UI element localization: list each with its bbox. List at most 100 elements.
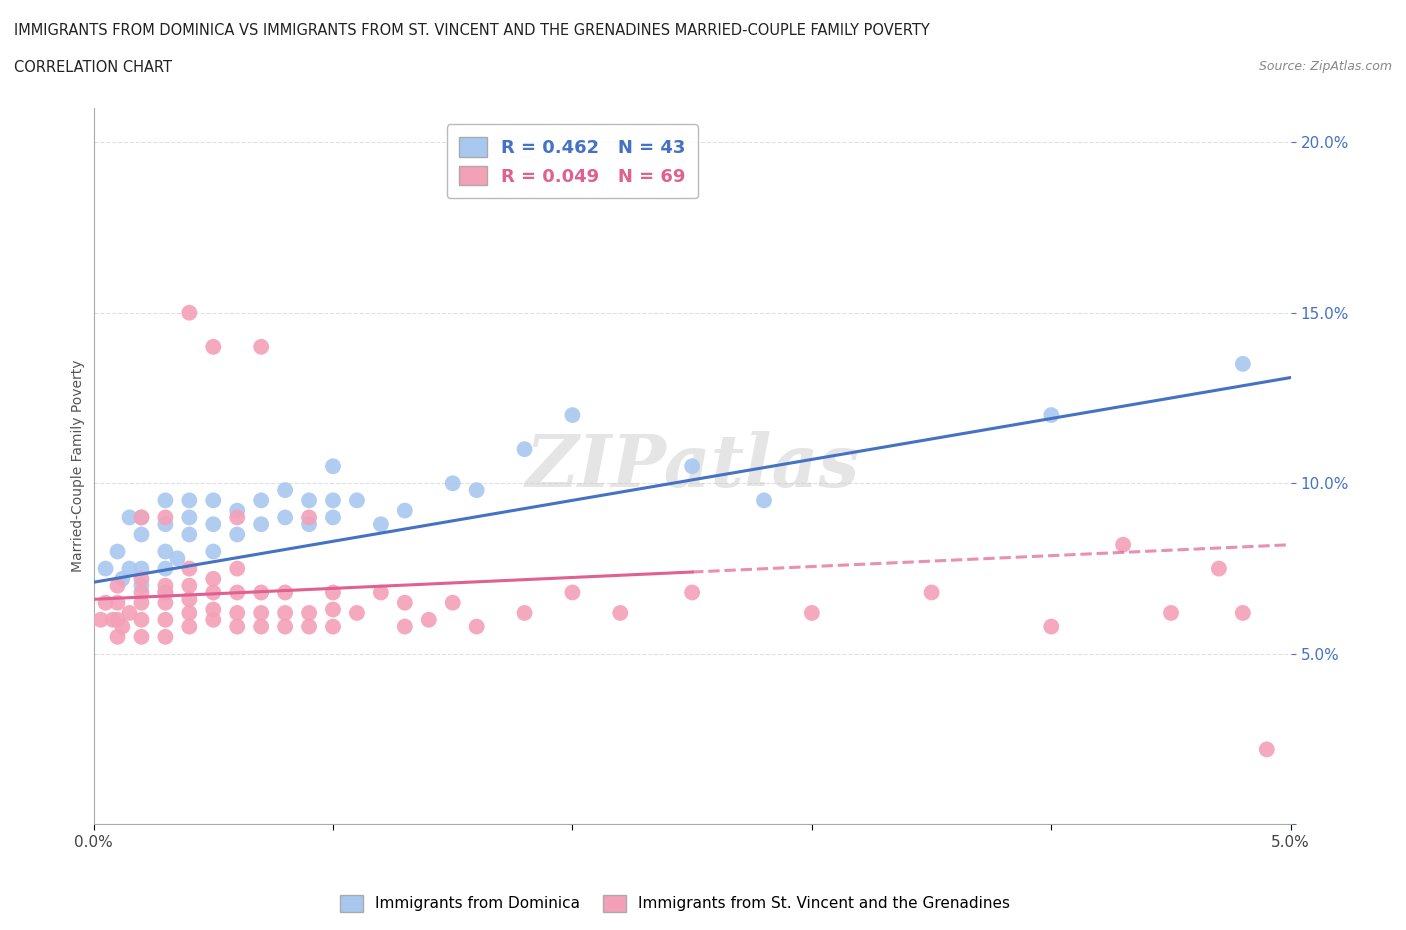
Point	[1040, 407, 1063, 422]
Point	[131, 510, 153, 525]
Point	[202, 493, 225, 508]
Point	[179, 591, 201, 606]
Point	[226, 510, 249, 525]
Text: Source: ZipAtlas.com: Source: ZipAtlas.com	[1258, 60, 1392, 73]
Point	[202, 612, 225, 627]
Point	[202, 339, 225, 354]
Point	[131, 612, 153, 627]
Point	[561, 407, 583, 422]
Point	[465, 619, 488, 634]
Point	[226, 585, 249, 600]
Point	[155, 612, 177, 627]
Point	[155, 630, 177, 644]
Point	[107, 544, 129, 559]
Point	[179, 619, 201, 634]
Point	[561, 585, 583, 600]
Point	[800, 605, 823, 620]
Point	[131, 571, 153, 586]
Point	[202, 602, 225, 617]
Point	[131, 527, 153, 542]
Point	[155, 561, 177, 576]
Point	[94, 561, 117, 576]
Point	[131, 585, 153, 600]
Point	[131, 561, 153, 576]
Point	[179, 578, 201, 593]
Point	[131, 630, 153, 644]
Text: CORRELATION CHART: CORRELATION CHART	[14, 60, 172, 75]
Point	[226, 561, 249, 576]
Point	[226, 527, 249, 542]
Point	[298, 605, 321, 620]
Point	[394, 619, 416, 634]
Point	[322, 510, 344, 525]
Point	[155, 517, 177, 532]
Point	[441, 476, 464, 491]
Point	[322, 619, 344, 634]
Point	[118, 561, 141, 576]
Point	[90, 612, 112, 627]
Point	[155, 585, 177, 600]
Point	[179, 493, 201, 508]
Legend: R = 0.462   N = 43, R = 0.049   N = 69: R = 0.462 N = 43, R = 0.049 N = 69	[447, 125, 697, 198]
Point	[94, 595, 117, 610]
Point	[226, 503, 249, 518]
Point	[155, 585, 177, 600]
Point	[131, 578, 153, 593]
Point	[1232, 605, 1254, 620]
Point	[202, 544, 225, 559]
Point	[681, 458, 703, 473]
Point	[107, 612, 129, 627]
Point	[226, 619, 249, 634]
Point	[346, 493, 368, 508]
Point	[250, 517, 273, 532]
Point	[202, 517, 225, 532]
Y-axis label: Married-Couple Family Poverty: Married-Couple Family Poverty	[72, 360, 86, 573]
Point	[513, 442, 536, 457]
Point	[370, 517, 392, 532]
Point	[274, 619, 297, 634]
Point	[155, 595, 177, 610]
Point	[274, 585, 297, 600]
Point	[250, 339, 273, 354]
Point	[465, 483, 488, 498]
Point	[111, 571, 134, 586]
Point	[322, 602, 344, 617]
Point	[250, 605, 273, 620]
Point	[322, 585, 344, 600]
Point	[179, 561, 201, 576]
Point	[298, 510, 321, 525]
Point	[155, 493, 177, 508]
Point	[1208, 561, 1230, 576]
Point	[179, 305, 201, 320]
Point	[370, 585, 392, 600]
Point	[394, 595, 416, 610]
Point	[107, 595, 129, 610]
Point	[131, 510, 153, 525]
Point	[1160, 605, 1182, 620]
Point	[322, 493, 344, 508]
Point	[1256, 742, 1278, 757]
Point	[274, 510, 297, 525]
Point	[274, 605, 297, 620]
Point	[202, 585, 225, 600]
Point	[179, 527, 201, 542]
Point	[250, 619, 273, 634]
Point	[155, 578, 177, 593]
Point	[298, 619, 321, 634]
Point	[298, 517, 321, 532]
Point	[118, 605, 141, 620]
Point	[250, 585, 273, 600]
Point	[101, 612, 124, 627]
Point	[1112, 538, 1135, 552]
Point	[513, 605, 536, 620]
Text: IMMIGRANTS FROM DOMINICA VS IMMIGRANTS FROM ST. VINCENT AND THE GRENADINES MARRI: IMMIGRANTS FROM DOMINICA VS IMMIGRANTS F…	[14, 23, 929, 38]
Point	[441, 595, 464, 610]
Point	[298, 493, 321, 508]
Point	[322, 458, 344, 473]
Point	[274, 483, 297, 498]
Point	[1040, 619, 1063, 634]
Point	[107, 630, 129, 644]
Point	[921, 585, 943, 600]
Point	[609, 605, 631, 620]
Point	[681, 585, 703, 600]
